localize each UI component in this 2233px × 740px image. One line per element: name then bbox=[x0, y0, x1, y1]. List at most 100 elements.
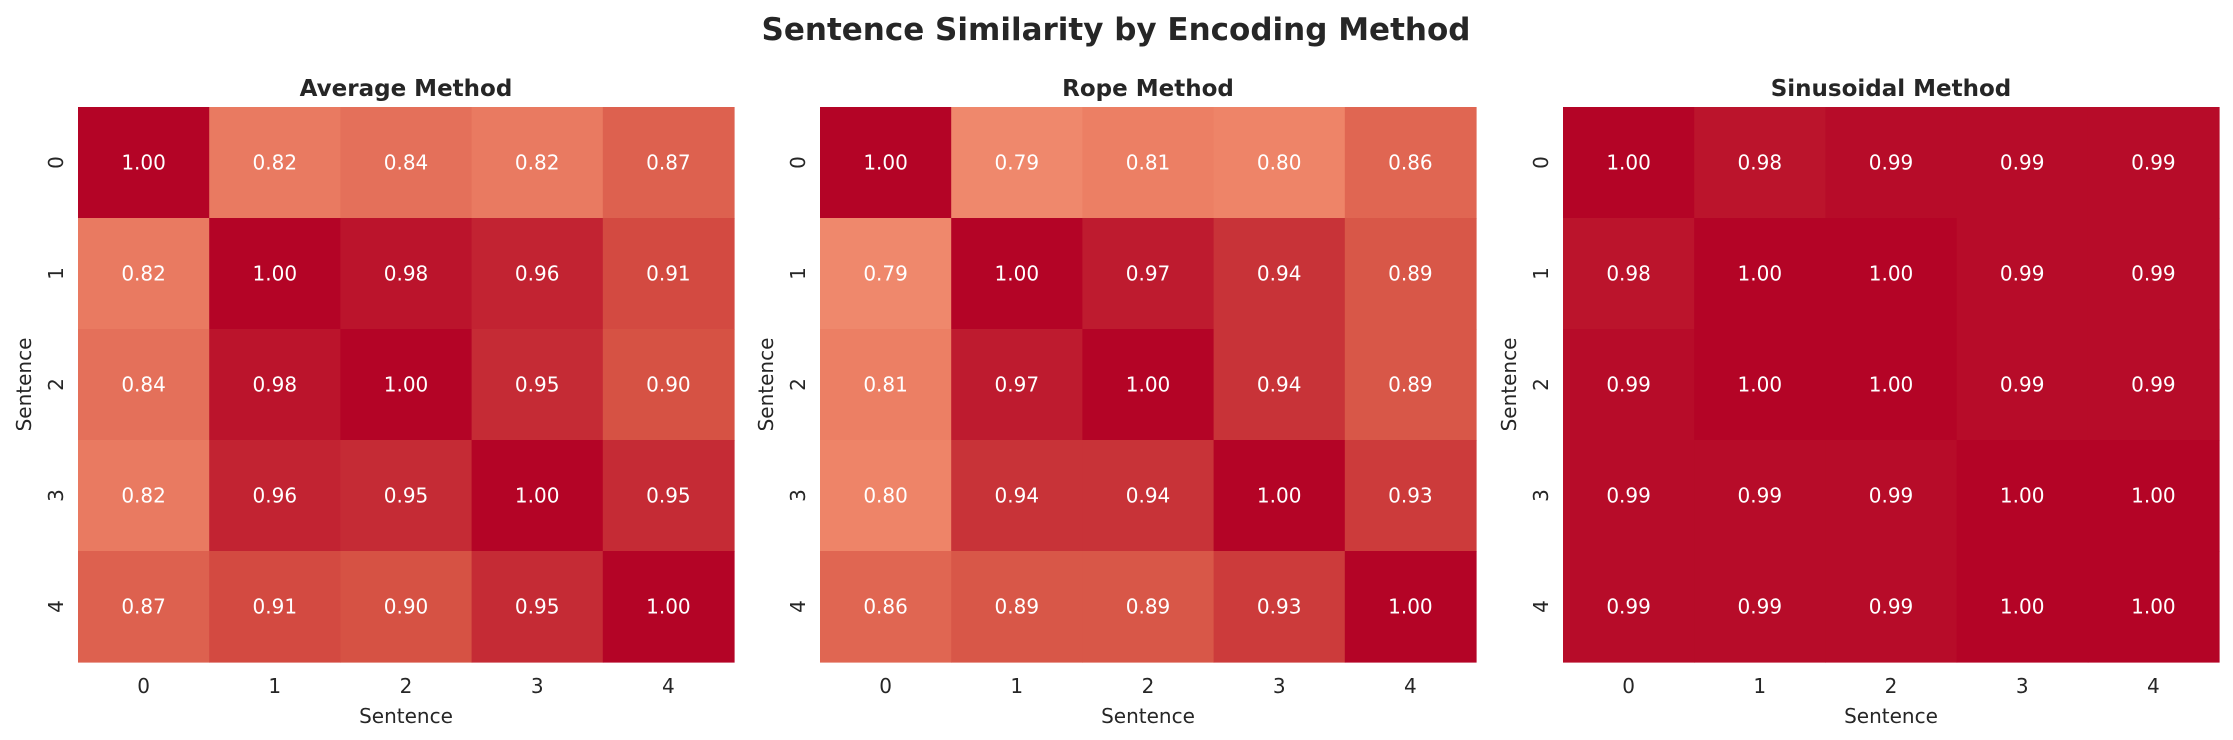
cell-value-label: 0.99 bbox=[1738, 595, 1783, 619]
heatmap-cell bbox=[1825, 218, 1958, 330]
cell-value-label: 0.99 bbox=[2131, 151, 2176, 175]
heatmap-cell bbox=[951, 329, 1083, 441]
heatmap-cell bbox=[1344, 218, 1477, 330]
heatmap-cell bbox=[1563, 329, 1695, 441]
heatmap-cell bbox=[1344, 440, 1477, 552]
cell-value-label: 0.81 bbox=[863, 373, 908, 397]
heatmap-cell bbox=[471, 551, 604, 663]
cell-value-label: 0.99 bbox=[1869, 151, 1914, 175]
heatmap-cell bbox=[209, 440, 341, 552]
heatmap-panel-2: Sinusoidal Method 1.00 0.98 0.99 0.99 0.99 0.9… bbox=[1497, 76, 2220, 728]
cell-value-label: 0.82 bbox=[515, 151, 560, 175]
heatmap-cell bbox=[340, 218, 473, 330]
cell-value-label: 1.00 bbox=[121, 151, 166, 175]
cell-value-label: 0.98 bbox=[1606, 262, 1651, 286]
cell-value-label: 0.97 bbox=[995, 373, 1040, 397]
y-tick-label: 2 bbox=[1529, 378, 1553, 391]
y-tick-label: 4 bbox=[786, 600, 810, 613]
cell-value-label: 0.99 bbox=[2000, 373, 2045, 397]
x-tick-label: 4 bbox=[2147, 674, 2160, 698]
heatmap-cell bbox=[78, 440, 210, 552]
cell-value-label: 0.82 bbox=[253, 151, 298, 175]
heatmap-cell bbox=[2087, 440, 2220, 552]
y-tick-label: 1 bbox=[44, 267, 68, 280]
heatmap-cell bbox=[1213, 329, 1346, 441]
heatmap-cell bbox=[820, 218, 952, 330]
heatmap-cell bbox=[471, 329, 604, 441]
y-tick-label: 2 bbox=[786, 378, 810, 391]
cell-value-label: 0.82 bbox=[121, 484, 166, 508]
cell-value-label: 1.00 bbox=[1126, 373, 1171, 397]
heatmap-cell bbox=[602, 329, 735, 441]
cell-value-label: 0.95 bbox=[384, 484, 429, 508]
heatmap-cell bbox=[471, 440, 604, 552]
cell-value-label: 0.84 bbox=[121, 373, 166, 397]
cell-value-label: 0.95 bbox=[515, 373, 560, 397]
cell-value-label: 1.00 bbox=[1257, 484, 1302, 508]
x-tick-label: 4 bbox=[1404, 674, 1417, 698]
cell-value-label: 1.00 bbox=[995, 262, 1040, 286]
cell-value-label: 0.93 bbox=[1388, 484, 1433, 508]
heatmap-cell bbox=[1082, 107, 1215, 219]
heatmap-cell bbox=[951, 107, 1083, 219]
cell-value-label: 0.90 bbox=[646, 373, 691, 397]
cell-value-label: 0.90 bbox=[384, 595, 429, 619]
cell-value-label: 0.79 bbox=[863, 262, 908, 286]
cell-value-label: 0.98 bbox=[1738, 151, 1783, 175]
cell-value-label: 1.00 bbox=[384, 373, 429, 397]
heatmap-cell bbox=[340, 440, 473, 552]
heatmap-panel-1: Rope Method 1.00 0.79 0.81 0.80 0.86 0.79 1.00 0… bbox=[754, 76, 1477, 728]
y-tick-label: 0 bbox=[1529, 156, 1553, 169]
y-tick-label: 3 bbox=[786, 489, 810, 502]
cell-value-label: 0.93 bbox=[1257, 595, 1302, 619]
cell-value-label: 0.99 bbox=[2131, 373, 2176, 397]
y-axis-label: Sentence bbox=[12, 338, 36, 432]
y-tick-label: 4 bbox=[1529, 600, 1553, 613]
heatmap-cell bbox=[1825, 107, 1958, 219]
cell-value-label: 0.91 bbox=[253, 595, 298, 619]
heatmap-cell bbox=[1825, 551, 1958, 663]
cell-value-label: 0.84 bbox=[384, 151, 429, 175]
y-tick-label: 2 bbox=[44, 378, 68, 391]
heatmap-cell bbox=[78, 551, 210, 663]
cell-value-label: 1.00 bbox=[1738, 262, 1783, 286]
x-tick-label: 2 bbox=[1142, 674, 1155, 698]
x-tick-label: 2 bbox=[1885, 674, 1898, 698]
heatmap-cell bbox=[340, 551, 473, 663]
y-tick-label: 3 bbox=[44, 489, 68, 502]
heatmap-cell bbox=[1694, 107, 1826, 219]
cell-value-label: 0.94 bbox=[1257, 373, 1302, 397]
figure-title: Sentence Similarity by Encoding Method bbox=[762, 12, 1471, 48]
heatmap-cell bbox=[209, 329, 341, 441]
cell-value-label: 0.80 bbox=[1257, 151, 1302, 175]
cell-value-label: 1.00 bbox=[2000, 484, 2045, 508]
cell-value-label: 0.99 bbox=[1738, 484, 1783, 508]
y-tick-label: 1 bbox=[1529, 267, 1553, 280]
heatmap-cell bbox=[1344, 551, 1477, 663]
heatmap-cell bbox=[2087, 551, 2220, 663]
x-axis-label: Sentence bbox=[1101, 704, 1195, 728]
heatmap-cell bbox=[951, 551, 1083, 663]
heatmap-cell bbox=[1082, 218, 1215, 330]
heatmap-cell bbox=[78, 107, 210, 219]
cell-value-label: 1.00 bbox=[1738, 373, 1783, 397]
heatmap-cell bbox=[602, 440, 735, 552]
heatmap-cell bbox=[1213, 440, 1346, 552]
heatmap-cell bbox=[78, 329, 210, 441]
heatmap-cell bbox=[951, 440, 1083, 552]
cell-value-label: 0.94 bbox=[1257, 262, 1302, 286]
heatmap-cell bbox=[1082, 551, 1215, 663]
y-tick-label: 1 bbox=[786, 267, 810, 280]
panel-title: Average Method bbox=[300, 76, 513, 102]
cell-value-label: 0.96 bbox=[515, 262, 560, 286]
x-tick-label: 1 bbox=[1753, 674, 1766, 698]
panel-title: Rope Method bbox=[1062, 76, 1234, 102]
heatmap-cell bbox=[1825, 440, 1958, 552]
cell-value-label: 0.86 bbox=[863, 595, 908, 619]
cell-value-label: 0.99 bbox=[1606, 595, 1651, 619]
cell-value-label: 0.79 bbox=[995, 151, 1040, 175]
heatmap-cell bbox=[602, 107, 735, 219]
y-tick-label: 3 bbox=[1529, 489, 1553, 502]
heatmap-cell bbox=[1563, 440, 1695, 552]
